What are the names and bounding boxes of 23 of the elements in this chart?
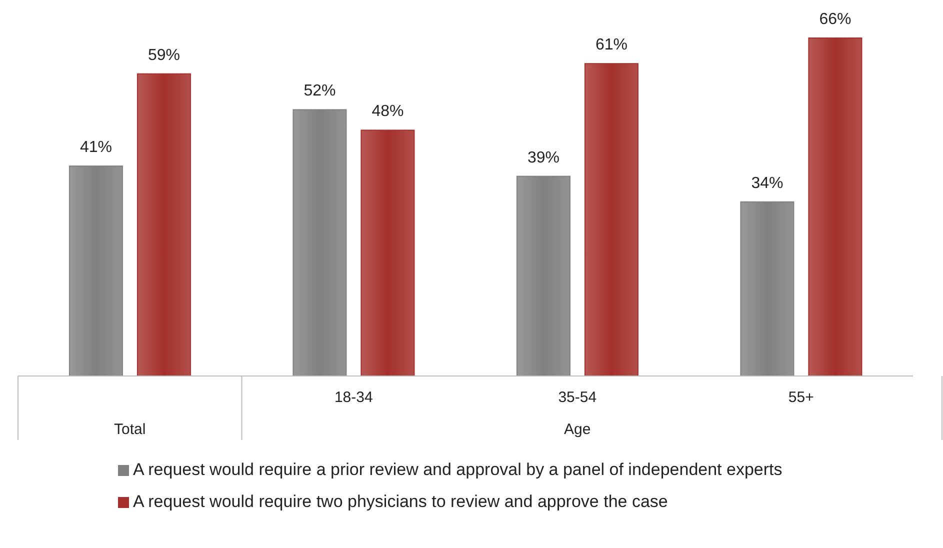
x-tick-label: 18-34	[334, 389, 373, 406]
bar	[68, 166, 123, 376]
legend-label: A request would require two physicians to review and approve the case	[133, 492, 668, 512]
data-label: 34%	[751, 174, 784, 192]
x-tick-label: 35-54	[558, 389, 597, 406]
data-label: 59%	[148, 46, 180, 64]
text: Total	[114, 421, 146, 438]
bar	[360, 130, 415, 376]
data-label: 41%	[80, 139, 112, 156]
legend-label: A request would require a prior review and approval by a panel of independent experts	[133, 460, 782, 480]
bar	[292, 109, 347, 376]
bar	[516, 176, 570, 376]
bar	[584, 63, 638, 376]
data-label: 61%	[595, 36, 628, 54]
text: Age	[564, 421, 591, 438]
bar	[808, 38, 862, 376]
x-tick-label: 55+	[788, 389, 814, 406]
bar	[740, 201, 794, 376]
data-label: 66%	[819, 11, 852, 28]
data-label: 48%	[372, 103, 404, 120]
data-label: 52%	[304, 82, 336, 100]
bar	[136, 73, 191, 376]
data-label: 39%	[527, 149, 560, 166]
